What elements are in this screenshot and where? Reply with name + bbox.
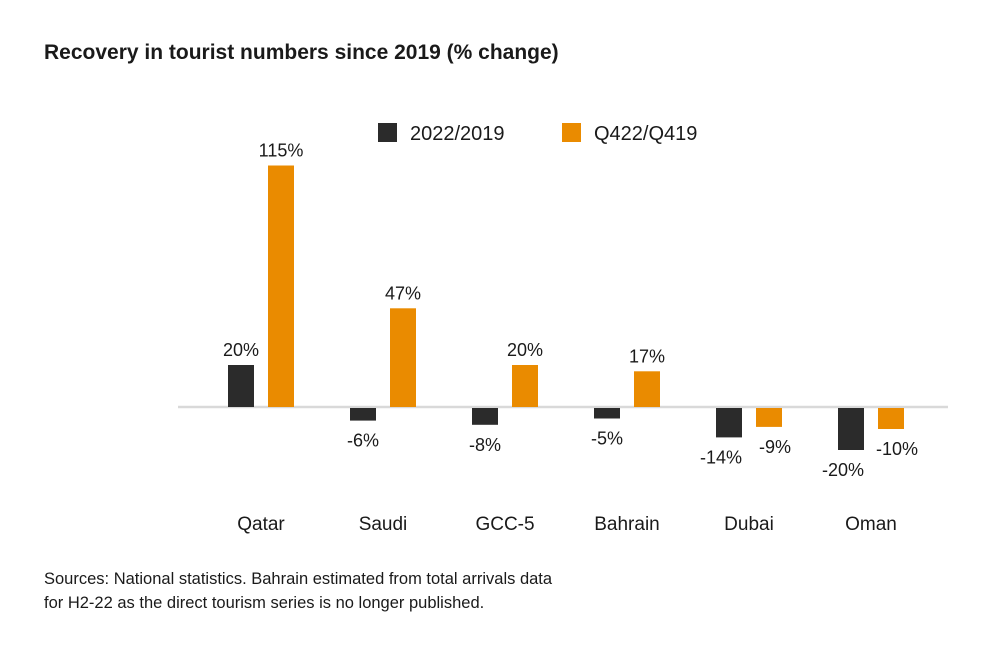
bar-qatar-1 <box>228 365 254 407</box>
source-line-2: for H2-22 as the direct tourism series i… <box>44 594 485 612</box>
bar-bahrain-1 <box>594 408 620 419</box>
legend-label-1: 2022/2019 <box>410 123 505 145</box>
data-label: 17% <box>629 346 665 366</box>
bar-gcc-5-2 <box>512 365 538 407</box>
legend-swatch-1 <box>378 123 397 142</box>
category-label: GCC-5 <box>475 514 534 535</box>
bar-saudi-2 <box>390 308 416 407</box>
category-label: Qatar <box>237 514 285 535</box>
bar-qatar-2 <box>268 165 294 407</box>
data-label: -9% <box>759 437 791 457</box>
data-label: -8% <box>469 435 501 455</box>
source-note: Sources: National statistics. Bahrain es… <box>44 567 684 615</box>
data-label: -20% <box>822 460 864 480</box>
bar-oman-2 <box>878 408 904 429</box>
bar-saudi-1 <box>350 408 376 421</box>
data-label: -14% <box>700 447 742 467</box>
chart-title: Recovery in tourist numbers since 2019 (… <box>44 41 559 64</box>
data-label: 47% <box>385 283 421 303</box>
bar-oman-1 <box>838 408 864 450</box>
category-label: Dubai <box>724 514 774 535</box>
data-label: -6% <box>347 431 379 451</box>
bar-chart: 2022/2019 Q422/Q419 20% 115% Qatar -6% 47% Saud… <box>178 123 948 535</box>
data-label: -10% <box>876 439 918 459</box>
data-label: -5% <box>591 429 623 449</box>
bar-bahrain-2 <box>634 371 660 407</box>
category-label: Saudi <box>359 514 408 535</box>
category-label: Oman <box>845 514 897 535</box>
bar-dubai-2 <box>756 408 782 427</box>
category-label: Bahrain <box>594 514 660 535</box>
legend-swatch-2 <box>562 123 581 142</box>
legend-label-2: Q422/Q419 <box>594 123 697 145</box>
bar-dubai-1 <box>716 408 742 438</box>
data-label: 20% <box>223 340 259 360</box>
source-line-1: Sources: National statistics. Bahrain es… <box>44 570 553 588</box>
bar-gcc-5-1 <box>472 408 498 425</box>
data-label: 20% <box>507 340 543 360</box>
data-label: 115% <box>259 141 304 161</box>
